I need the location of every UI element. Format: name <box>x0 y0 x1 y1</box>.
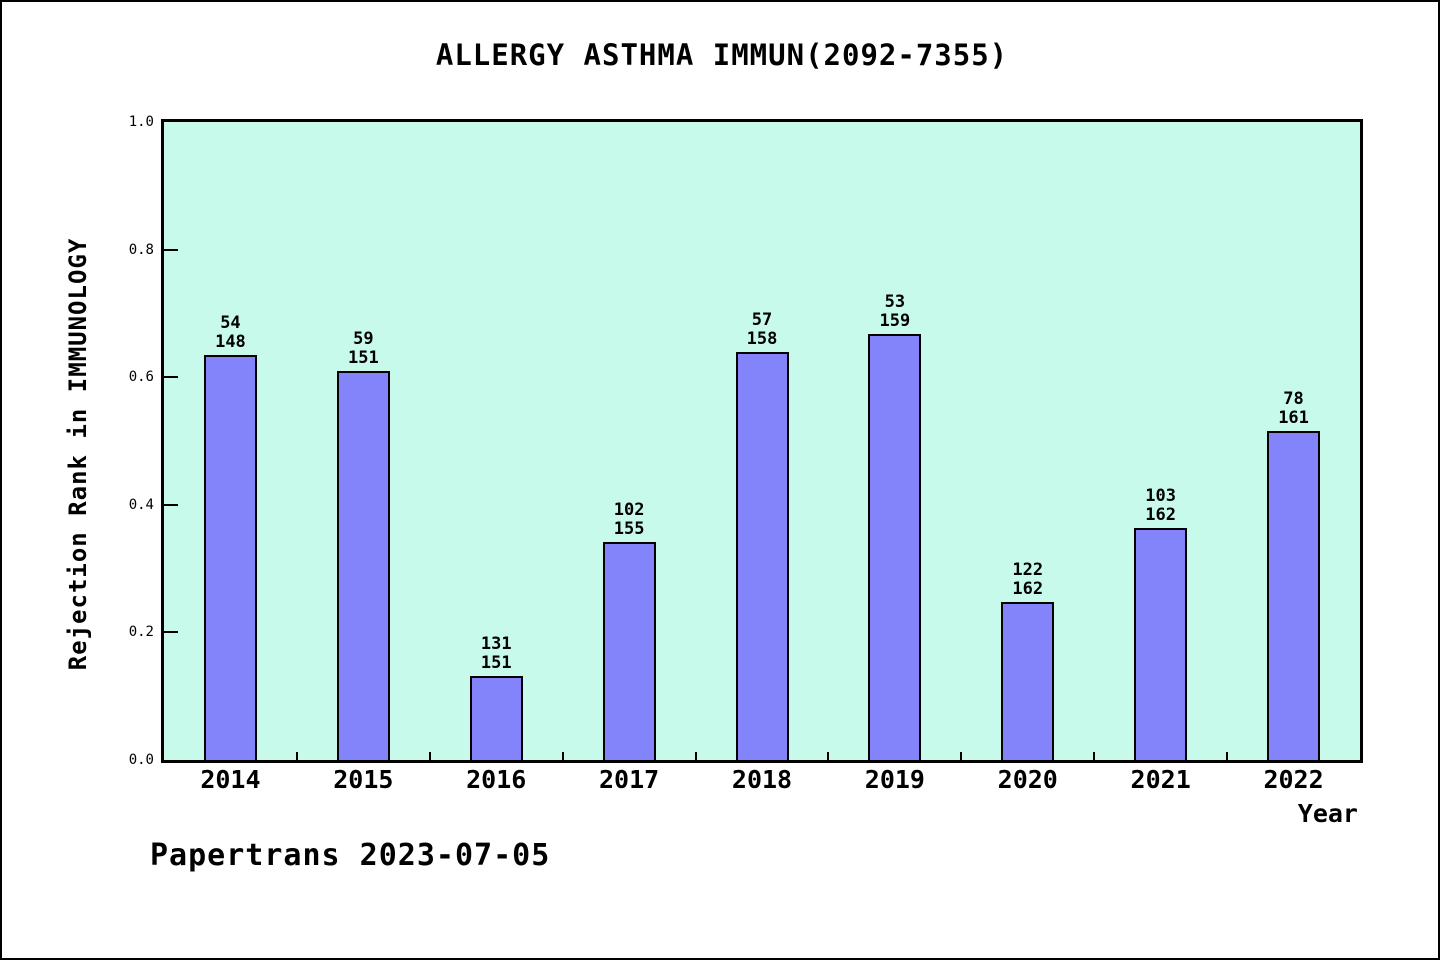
bar-2017 <box>602 542 656 760</box>
bar-total-value: 162 <box>1012 579 1044 599</box>
x-minor-tick <box>694 752 697 760</box>
x-minor-tick <box>1093 752 1096 760</box>
bar-rank-value: 102 <box>613 500 645 520</box>
bar-2022 <box>1267 431 1321 760</box>
bar-rank-value: 57 <box>751 310 773 330</box>
x-tick-label-2016: 2016 <box>466 765 527 794</box>
bar-value-label-2017: 102 155 <box>614 501 645 539</box>
bar-total-value: 151 <box>480 653 512 673</box>
bar-total-value: 159 <box>879 311 911 331</box>
bar-total-value: 161 <box>1278 408 1309 428</box>
bar-rank-value: 54 <box>220 313 241 333</box>
y-tick-label-1.0: 1.0 <box>128 114 154 130</box>
x-tick-label-2022: 2022 <box>1263 765 1324 794</box>
bar-total-value: 148 <box>215 332 246 352</box>
x-tick-label-2014: 2014 <box>200 765 261 794</box>
x-tick-label-2019: 2019 <box>864 765 925 794</box>
bar-rank-value: 122 <box>1012 560 1044 580</box>
chart-title: ALLERGY ASTHMA IMMUN(2092-7355) <box>435 38 1009 72</box>
plot-area: 54 148 59 151 131 151 102 155 57 158 53 159 122 162 10… <box>161 119 1363 763</box>
bar-2016 <box>469 676 523 760</box>
y-tick-label-0.6: 0.6 <box>128 369 154 386</box>
bar-rank-value: 59 <box>353 329 374 349</box>
x-minor-tick <box>960 752 963 760</box>
bar-2015 <box>336 371 390 760</box>
x-tick-label-2018: 2018 <box>731 765 793 794</box>
y-tick-mark <box>164 503 178 506</box>
bar-total-value: 155 <box>613 519 645 539</box>
bar-2019 <box>868 334 922 760</box>
bar-rank-value: 78 <box>1283 389 1304 409</box>
bar-total-value: 151 <box>347 348 379 368</box>
x-tick-label-2015: 2015 <box>333 765 394 794</box>
x-minor-tick <box>1226 752 1229 760</box>
bar-rank-value: 103 <box>1145 486 1177 506</box>
bar-value-label-2018: 57 158 <box>747 311 778 349</box>
y-tick-label-0.8: 0.8 <box>128 241 154 258</box>
bar-2014 <box>203 355 257 760</box>
bar-value-label-2014: 54 148 <box>215 314 246 352</box>
y-tick-mark <box>164 248 178 251</box>
bar-value-label-2019: 53 159 <box>880 293 911 331</box>
y-tick-label-0.0: 0.0 <box>128 752 154 768</box>
x-minor-tick <box>561 752 564 760</box>
watermark-text: Papertrans 2023-07-05 <box>150 838 551 873</box>
x-minor-tick <box>827 752 830 760</box>
bar-value-label-2020: 122 162 <box>1012 561 1043 599</box>
bar-2020 <box>1001 602 1055 760</box>
x-tick-label-2021: 2021 <box>1130 765 1191 794</box>
y-tick-mark <box>164 631 178 634</box>
bar-2018 <box>735 352 789 760</box>
y-axis-title: Rejection Rank in IMMUNOLOGY <box>64 237 92 671</box>
bar-2021 <box>1134 528 1188 760</box>
bar-value-label-2022: 78 161 <box>1278 390 1309 428</box>
bar-value-label-2015: 59 151 <box>348 330 379 368</box>
bar-rank-value: 131 <box>480 634 512 654</box>
x-minor-tick <box>295 752 298 760</box>
x-tick-label-2020: 2020 <box>997 765 1058 794</box>
bar-value-label-2021: 103 162 <box>1145 487 1176 525</box>
bar-total-value: 162 <box>1145 505 1177 525</box>
x-minor-tick <box>428 752 431 760</box>
y-tick-mark <box>164 376 178 379</box>
x-axis-title: Year <box>1297 799 1358 828</box>
bar-rank-value: 53 <box>884 292 906 312</box>
y-tick-label-0.4: 0.4 <box>128 496 154 513</box>
bar-total-value: 158 <box>746 329 778 349</box>
bar-value-label-2016: 131 151 <box>481 635 512 673</box>
y-tick-label-0.2: 0.2 <box>128 624 154 641</box>
x-tick-label-2017: 2017 <box>599 765 660 794</box>
